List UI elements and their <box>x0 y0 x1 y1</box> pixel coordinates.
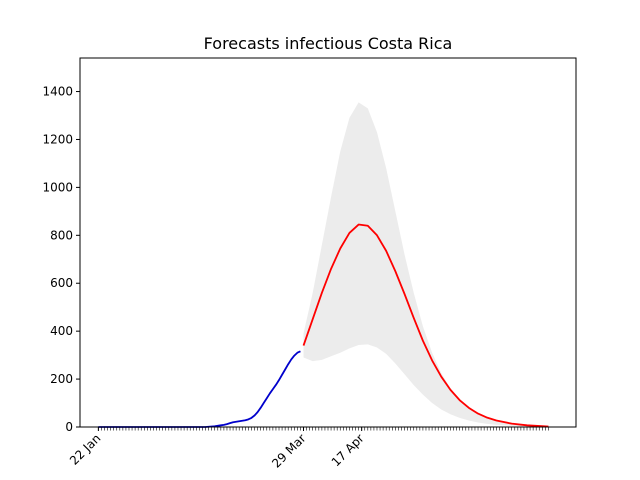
y-tick-label: 400 <box>50 324 73 338</box>
y-tick-label: 600 <box>50 276 73 290</box>
forecast-series-line <box>302 223 549 428</box>
observed-series-line <box>98 350 301 428</box>
x-axis: 22 Jan 29 Mar 17 Apr <box>67 427 549 471</box>
confidence-band <box>303 102 549 427</box>
y-tick-label: 200 <box>50 372 73 386</box>
y-tick-label: 1200 <box>42 132 73 146</box>
plot-area <box>98 102 549 428</box>
y-tick-label: 800 <box>50 228 73 242</box>
y-tick-label: 1000 <box>42 180 73 194</box>
x-tick-label: 29 Mar <box>269 431 308 470</box>
x-tick-label: 22 Jan <box>67 431 103 467</box>
y-axis: 0 200 400 600 800 1000 1200 1400 <box>42 85 80 434</box>
chart-title: Forecasts infectious Costa Rica <box>204 34 453 53</box>
y-tick-label: 0 <box>65 420 73 434</box>
y-tick-label: 1400 <box>42 85 73 99</box>
x-tick-label: 17 Apr <box>329 431 367 469</box>
